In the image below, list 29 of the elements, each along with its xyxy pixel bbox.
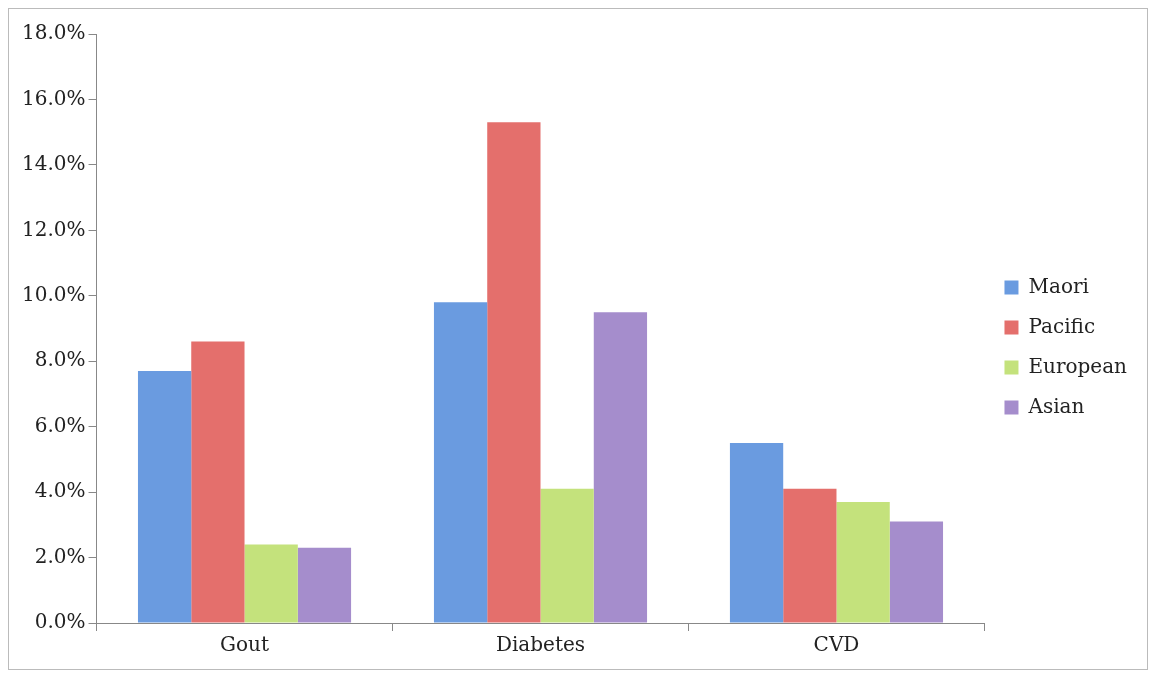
y-tick-label: 4.0%	[34, 478, 86, 503]
y-tick-label: 14.0%	[21, 151, 86, 176]
bar	[433, 302, 488, 623]
legend-label: Maori	[1028, 273, 1089, 298]
bar	[729, 443, 784, 623]
y-tick-label: 12.0%	[21, 216, 86, 241]
y-tick-label: 6.0%	[34, 412, 86, 437]
legend-label: Asian	[1027, 393, 1085, 418]
bar	[836, 501, 890, 623]
x-tick-label: Diabetes	[495, 632, 586, 657]
bar	[244, 544, 298, 623]
y-tick-label: 2.0%	[34, 543, 86, 568]
x-tick-label: CVD	[813, 632, 860, 657]
bar	[889, 521, 944, 623]
y-tick-label: 0.0%	[34, 609, 86, 634]
y-tick-label: 18.0%	[21, 20, 86, 45]
bar	[487, 122, 541, 623]
legend-label: Pacific	[1028, 313, 1096, 338]
bar	[783, 488, 837, 623]
x-tick-label: Gout	[220, 632, 269, 657]
bar	[297, 547, 352, 623]
legend-label: European	[1028, 353, 1128, 378]
bar	[137, 371, 192, 623]
bar	[540, 488, 594, 623]
y-tick-label: 10.0%	[21, 281, 86, 306]
y-tick-label: 8.0%	[34, 347, 86, 372]
bar	[191, 341, 245, 623]
y-tick-label: 16.0%	[21, 85, 86, 110]
bar	[593, 312, 648, 623]
